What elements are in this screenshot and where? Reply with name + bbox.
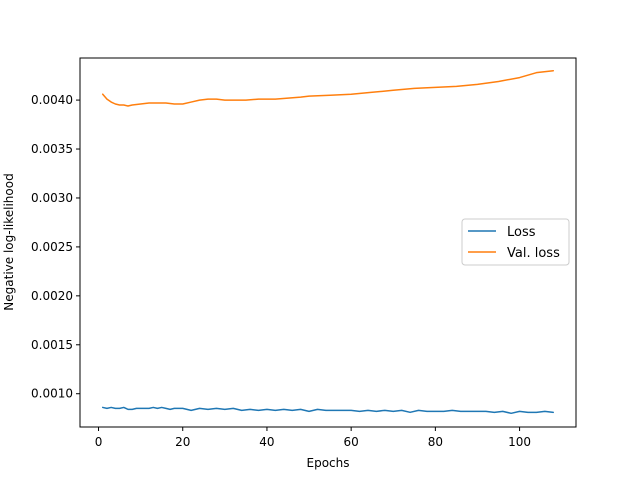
x-tick-label: 40 — [259, 435, 274, 449]
x-tick-label: 0 — [95, 435, 103, 449]
series-line-2 — [101, 69, 555, 107]
y-tick-label: 0.0030 — [31, 191, 73, 205]
x-tick-label: 100 — [508, 435, 531, 449]
plot-lines — [101, 69, 555, 415]
y-tick-label: 0.0015 — [31, 338, 73, 352]
y-tick-label: 0.0035 — [31, 142, 73, 156]
y-tick-label: 0.0010 — [31, 387, 73, 401]
x-axis: 0 20 40 60 80 100 — [95, 427, 531, 449]
x-tick-label: 60 — [344, 435, 359, 449]
series-line-1 — [101, 406, 555, 415]
x-tick-label: 20 — [175, 435, 190, 449]
y-tick-label: 0.0020 — [31, 289, 73, 303]
y-axis: 0.0010 0.0015 0.0020 0.0025 0.0030 0.0035 0.00… — [31, 93, 80, 401]
legend-label-2: Val. loss — [507, 246, 560, 261]
legend: Loss Val. loss — [461, 218, 570, 266]
x-tick-label: 80 — [428, 435, 443, 449]
y-tick-label: 0.0040 — [31, 93, 73, 107]
y-axis-label: Negative log-likelihood — [2, 173, 16, 310]
y-tick-label: 0.0025 — [31, 240, 73, 254]
x-axis-label: Epochs — [307, 456, 350, 470]
plot-frame — [79, 57, 577, 428]
legend-label-1: Loss — [507, 225, 536, 240]
